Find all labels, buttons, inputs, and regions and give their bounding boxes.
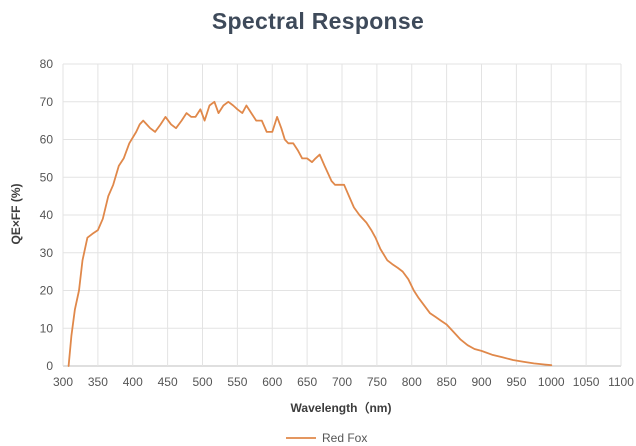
x-tick-label: 400 [123,375,143,389]
legend-label-red-fox: Red Fox [322,431,367,445]
y-tick-label: 50 [40,170,54,184]
grid-lines [62,63,622,367]
x-tick-label: 950 [506,375,526,389]
chart-title: Spectral Response [211,8,425,34]
x-tick-label: 1100 [608,375,634,389]
x-tick-label: 600 [262,375,282,389]
legend: Red Fox [286,431,367,445]
x-tick-label: 350 [88,375,108,389]
x-tick-label: 450 [158,375,178,389]
y-tick-label: 80 [40,57,54,71]
y-tick-label: 20 [40,284,54,298]
y-tick-label: 0 [46,359,53,373]
x-tick-label: 700 [332,375,352,389]
x-tick-label: 500 [192,375,212,389]
x-tick-label: 850 [437,375,457,389]
x-tick-label: 900 [471,375,491,389]
y-tick-label: 10 [40,321,54,335]
x-axis-label: Wavelength（nm) [291,400,392,415]
y-tick-labels: 0 10 20 30 40 50 60 70 80 [40,57,54,373]
x-tick-label: 550 [227,375,247,389]
x-tick-label: 650 [297,375,317,389]
x-tick-label: 300 [53,375,73,389]
y-tick-label: 60 [40,133,54,147]
y-tick-label: 30 [40,246,54,260]
y-axis-label: QE×FF (%) [9,183,23,244]
series-line-red-fox [67,100,553,367]
x-tick-label: 1000 [538,375,565,389]
x-tick-label: 750 [367,375,387,389]
x-tick-labels: 300 350 400 450 500 550 600 650 700 750 800 850 900 9… [53,375,634,389]
y-tick-label: 70 [40,95,54,109]
x-tick-label: 1050 [573,375,600,389]
x-tick-label: 800 [402,375,422,389]
y-tick-label: 40 [40,208,54,222]
